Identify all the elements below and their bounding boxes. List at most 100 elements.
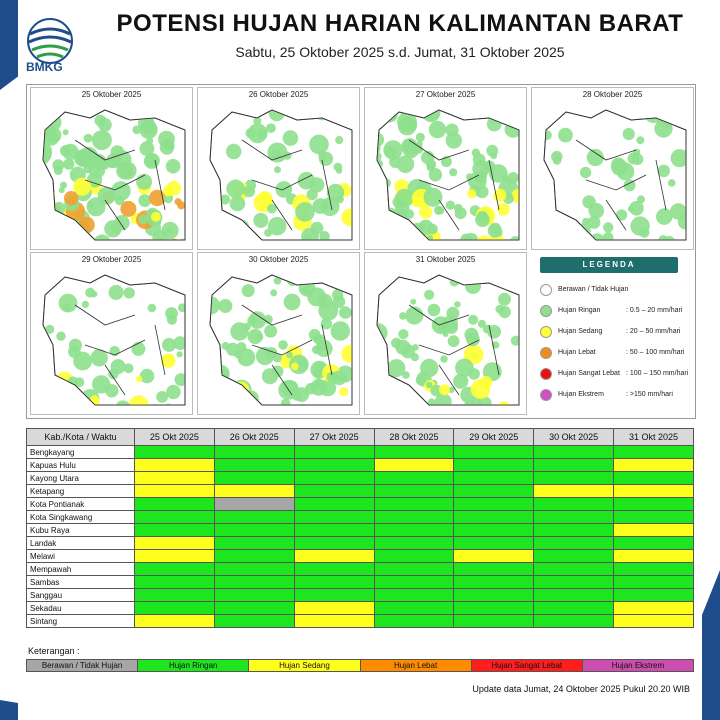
rainfall-area: [377, 323, 388, 343]
regency-borders: [376, 109, 520, 241]
map-date-label: 25 Oktober 2025: [81, 90, 142, 99]
rainfall-area: [150, 211, 161, 222]
regency-borders: [42, 274, 186, 406]
rainfall-area: [291, 390, 303, 401]
rainfall-area: [544, 130, 552, 141]
key-cloudy: Berawan / Tidak Hujan: [27, 660, 139, 671]
rainfall-area: [335, 167, 343, 174]
rainfall-area: [423, 187, 443, 207]
rainfall-area: [310, 221, 324, 235]
rainfall-area: [558, 127, 573, 143]
forecast-cell: [373, 510, 455, 524]
region-name: Kota Pontianak: [26, 497, 135, 511]
rainfall-area: [81, 300, 89, 308]
rainfall-area: [114, 215, 130, 231]
table-row: Bengkayang: [26, 445, 694, 459]
rainfall-area: [477, 319, 486, 328]
regency-borders: [376, 274, 520, 406]
rainfall-area: [268, 110, 285, 122]
rainfall-area: [431, 316, 450, 335]
rainfall-area: [503, 112, 517, 125]
rainfall-area: [377, 132, 385, 147]
forecast-cell: [533, 575, 615, 589]
rainfall-area: [221, 401, 236, 405]
forecast-cell: [613, 588, 694, 602]
forecast-cell: [134, 549, 215, 563]
rainfall-area: [379, 195, 389, 205]
rainfall-area: [468, 314, 479, 325]
rainfall-area: [115, 400, 131, 405]
rainfall-area: [310, 378, 328, 396]
rainfall-area: [265, 347, 278, 359]
rainfall-area: [130, 110, 138, 115]
forecast-cell: [134, 523, 215, 537]
rainfall-area: [428, 120, 447, 139]
rainfall-area: [92, 234, 112, 240]
forecast-cell: [293, 562, 375, 576]
rainfall-area: [97, 186, 116, 205]
rainfall-area: [176, 351, 183, 358]
rainfall-area: [73, 177, 92, 196]
rainfall-area: [204, 174, 210, 180]
rainfall-area: [440, 355, 448, 363]
forecast-cell: [134, 484, 215, 498]
rainfall-area: [138, 114, 155, 132]
forecast-cell: [134, 510, 215, 524]
column-header: Kab./Kota / Waktu: [26, 428, 135, 446]
regency-borders: [209, 109, 353, 241]
forecast-cell: [134, 562, 215, 576]
region-name: Landak: [26, 536, 135, 550]
rainfall-area: [480, 376, 493, 389]
rainfall-area: [60, 181, 67, 189]
rainfall-area: [35, 223, 42, 235]
rainfall-area: [63, 191, 79, 206]
legend-range: : 100 – 150 mm/hari: [626, 370, 689, 377]
region-name: Sanggau: [26, 588, 135, 602]
forecast-cell: [533, 601, 615, 615]
rainfall-area: [377, 208, 381, 222]
rainfall-area: [314, 362, 325, 373]
region-name: Sambas: [26, 575, 135, 589]
rainfall-area: [266, 123, 276, 133]
key-light-rain: Hujan Ringan: [138, 660, 250, 671]
forecast-cell: [213, 614, 295, 628]
rainfall-area: [131, 341, 146, 356]
rainfall-area: [622, 127, 635, 141]
page-title: POTENSI HUJAN HARIAN KALIMANTAN BARAT: [116, 10, 684, 37]
rainfall-area: [477, 396, 492, 405]
rainfall-area: [283, 151, 292, 160]
rainfall-area: [388, 225, 398, 236]
rainfall-area: [377, 392, 380, 405]
rainfall-area: [439, 384, 450, 396]
rainfall-area: [45, 126, 62, 144]
forecast-cell: [533, 510, 615, 524]
forecast-cell: [373, 458, 455, 472]
rainfall-area: [320, 318, 333, 330]
rainfall-area: [218, 299, 233, 313]
forecast-cell: [453, 458, 535, 472]
forecast-cell: [134, 536, 215, 550]
forecast-cell: [293, 536, 375, 550]
rainfall-map: [376, 109, 520, 241]
rainfall-area: [427, 303, 441, 317]
forecast-cell: [213, 445, 295, 459]
rainfall-area: [281, 398, 291, 405]
page-subtitle: Sabtu, 25 Oktober 2025 s.d. Jumat, 31 Ok…: [235, 44, 565, 60]
legend-swatch-icon: [540, 368, 552, 380]
rainfall-area: [120, 200, 137, 217]
rainfall-area: [445, 200, 456, 210]
rainfall-area: [128, 395, 149, 405]
rainfall-area: [381, 178, 391, 189]
forecast-cell: [213, 484, 295, 498]
rainfall-area: [377, 284, 384, 295]
rainfall-map: [35, 109, 186, 241]
forecast-cell: [213, 523, 295, 537]
rainfall-area: [43, 375, 51, 396]
forecast-cell: [533, 562, 615, 576]
rainfall-area: [138, 214, 148, 225]
rainfall-area: [210, 171, 216, 186]
rainfall-area: [494, 110, 506, 117]
rainfall-area: [377, 402, 383, 405]
rainfall-area: [243, 185, 256, 198]
forecast-cell: [134, 588, 215, 602]
